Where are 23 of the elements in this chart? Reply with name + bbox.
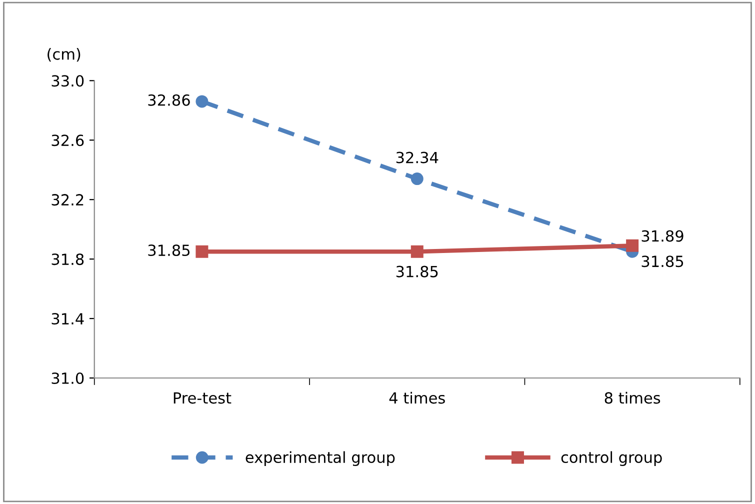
x-tick-label: Pre-test [174,392,232,404]
data-label: 31.89 [642,230,684,242]
point [410,172,424,186]
data-label: 32.34 [396,152,438,164]
legend-label: experimental group [246,451,395,466]
x-tick-label: 4 times [389,392,445,404]
point [196,95,208,108]
y-tick-label: 33.0 [52,75,84,87]
y-axis-title: (cm) [48,48,80,62]
y-tick-label: 32.6 [52,134,84,146]
point [410,245,424,258]
x-tick-label: 8 times [604,392,660,404]
data-label: 31.85 [396,266,438,278]
data-label: 31.85 [642,256,684,268]
y-tick-label: 31.0 [52,372,84,384]
data-label: 31.85 [148,244,190,256]
point [196,245,208,258]
y-tick-label: 31.4 [52,312,84,325]
y-tick-label: 31.8 [52,254,84,266]
data-label: 32.86 [148,94,190,106]
point [626,239,639,252]
y-tick-label: 32.2 [52,194,84,206]
legend-label: control group [561,451,662,466]
